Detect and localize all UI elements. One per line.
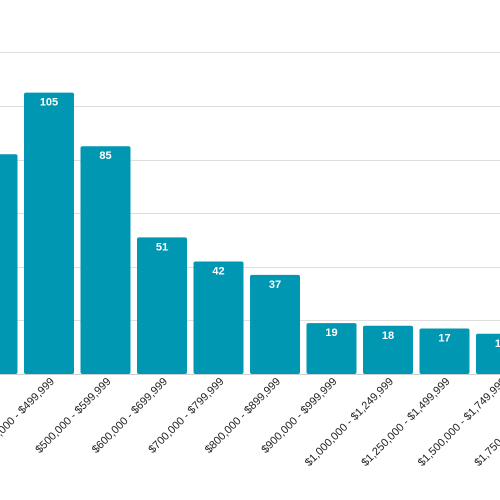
- tick-layer: $400,000 - $499,999$500,000 - $599,999$6…: [0, 376, 500, 469]
- bar-value-label: 105: [40, 97, 58, 109]
- label-layer: 105855142371918171580: [40, 97, 500, 350]
- bar-value-label: 18: [382, 330, 394, 342]
- bar: [306, 323, 357, 374]
- bar-value-label: 51: [156, 241, 168, 253]
- bar-value-label: 15: [495, 338, 500, 350]
- bar-value-label: 19: [325, 327, 337, 339]
- bar: [476, 333, 500, 374]
- bar-value-label: 42: [212, 265, 224, 277]
- bar-value-label: 85: [99, 150, 111, 162]
- bar-value-label: 37: [269, 279, 281, 291]
- bar-value-label: 17: [438, 332, 450, 344]
- bar-partial: [0, 154, 18, 374]
- bar: [363, 325, 413, 374]
- bar: [250, 274, 300, 374]
- bar-layer: [0, 92, 500, 374]
- bar: [137, 237, 187, 374]
- bar: [80, 146, 131, 374]
- bar: [419, 328, 470, 374]
- bar: [193, 261, 244, 374]
- bar: [24, 92, 74, 374]
